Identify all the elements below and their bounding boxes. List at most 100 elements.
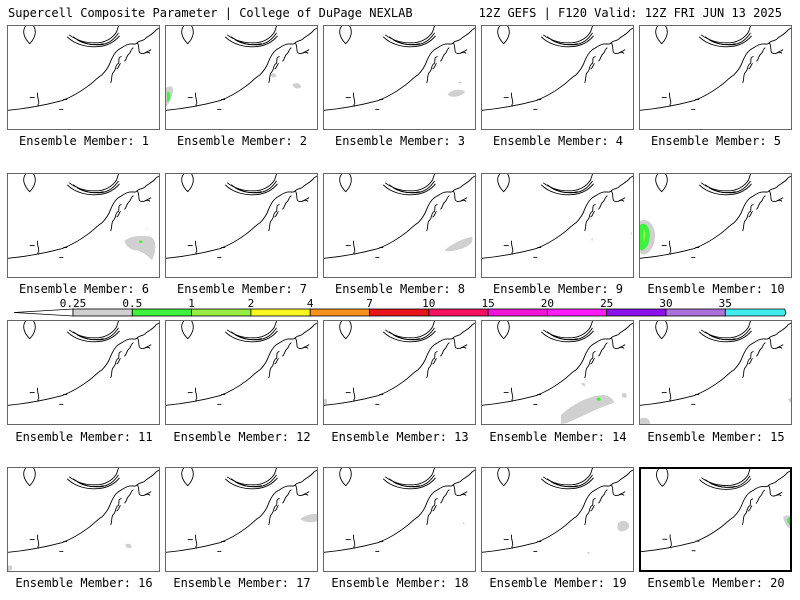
coastline	[294, 190, 309, 203]
coastline	[136, 42, 151, 55]
base-map	[166, 26, 317, 111]
map-panel-member-20	[639, 467, 792, 572]
coastline	[382, 330, 436, 343]
coastline	[590, 504, 595, 512]
coastline	[756, 195, 766, 210]
coastline	[511, 104, 513, 107]
coastline	[758, 470, 790, 488]
coastline	[756, 47, 766, 62]
coastline	[268, 350, 280, 379]
coastline	[127, 27, 159, 46]
coastline	[669, 534, 672, 547]
coastline	[352, 240, 356, 253]
coastline	[510, 387, 514, 400]
coastline	[452, 337, 467, 350]
coastline	[110, 203, 122, 232]
coastline	[610, 42, 625, 55]
coastline	[143, 49, 152, 54]
colorbar-swatch	[250, 308, 311, 317]
member-caption: Ensemble Member: 2	[176, 134, 308, 148]
coastline	[768, 337, 783, 350]
coastline	[775, 197, 784, 202]
coastline	[550, 187, 578, 194]
coastline	[166, 339, 286, 406]
coastline	[76, 481, 104, 488]
member-caption: Ensemble Member: 19	[489, 576, 627, 590]
map-panel-member-17	[165, 467, 318, 572]
coastline	[610, 337, 625, 350]
map-panel-member-14	[481, 320, 634, 425]
coastline	[550, 39, 578, 46]
map-panel-member-8	[323, 173, 476, 278]
coastline	[748, 210, 753, 218]
coastline	[598, 342, 608, 357]
colorbar-swatch	[606, 308, 667, 317]
coastline	[224, 330, 278, 343]
coastline	[742, 350, 754, 379]
map-panel-member-16	[7, 467, 160, 572]
scp-shading-area	[457, 81, 462, 84]
coastline	[127, 322, 159, 341]
coastline	[234, 39, 262, 46]
coastline	[497, 468, 510, 487]
coastline	[440, 195, 450, 210]
coastline	[540, 330, 594, 343]
coastline	[698, 183, 752, 196]
coastline	[116, 504, 121, 512]
colorbar-tick-label: 10	[422, 297, 435, 310]
coastline	[37, 252, 39, 255]
scp-shading-area	[643, 228, 646, 243]
coastline	[426, 350, 438, 379]
coastline	[353, 104, 355, 107]
coastline	[181, 26, 194, 45]
coastline	[301, 344, 310, 349]
coastline	[497, 321, 510, 340]
member-caption: Ensemble Member: 18	[331, 576, 469, 590]
base-map	[640, 26, 791, 111]
coastline	[166, 486, 286, 553]
coastline	[668, 240, 672, 253]
coastline	[610, 484, 625, 497]
coastline	[590, 210, 595, 218]
base-map	[324, 174, 475, 259]
base-map	[324, 26, 475, 111]
scp-shading-area	[580, 382, 586, 387]
coastline	[641, 486, 759, 553]
map-panel-member-4	[481, 25, 634, 130]
scp-shading-area	[596, 397, 601, 401]
scp-shading-area	[788, 397, 791, 404]
coastline	[601, 27, 633, 46]
coastline	[759, 322, 791, 341]
coastline	[540, 477, 594, 490]
coastline	[124, 47, 134, 62]
coastline	[584, 55, 596, 84]
coastline	[440, 47, 450, 62]
base-map	[324, 321, 475, 406]
coastline	[698, 330, 752, 343]
coastline	[768, 42, 783, 55]
coastline	[540, 183, 594, 196]
coastline	[301, 197, 310, 202]
coastline	[194, 387, 198, 400]
scp-shading-area	[300, 513, 317, 523]
coastline	[282, 342, 292, 357]
coastline	[598, 47, 608, 62]
coastline	[23, 174, 36, 193]
coastline	[668, 387, 672, 400]
scp-shading-area	[138, 240, 143, 244]
coastline	[432, 210, 437, 218]
coastline	[708, 39, 736, 46]
coastline	[392, 481, 420, 488]
scp-shading-area	[621, 392, 627, 398]
map-panel-member-7	[165, 173, 318, 278]
map-panel-member-9	[481, 173, 634, 278]
colorbar-swatch	[547, 308, 608, 317]
scp-shading-area	[125, 543, 132, 549]
coastline	[234, 481, 262, 488]
coastline	[510, 240, 514, 253]
coastline	[443, 322, 475, 341]
coastline	[511, 546, 513, 549]
coastline	[352, 534, 356, 547]
map-panel-member-2	[165, 25, 318, 130]
coastline	[194, 240, 198, 253]
